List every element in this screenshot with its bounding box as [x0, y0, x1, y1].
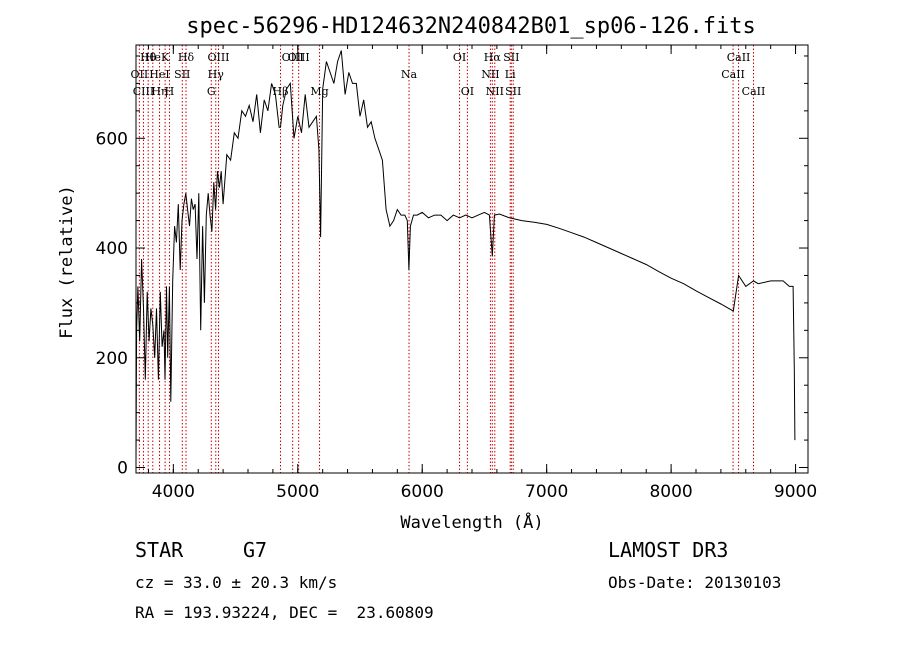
- y-tick-label: 600: [96, 129, 128, 149]
- spectral-line-label: OIII: [282, 51, 304, 64]
- spectral-line-label: K: [161, 51, 170, 64]
- spectral-line-label: OI: [461, 85, 474, 98]
- spectral-line-label: SII: [174, 68, 190, 81]
- spectral-line-label: He: [145, 51, 161, 64]
- x-axis-label: Wavelength (Å): [400, 511, 543, 533]
- x-tick-label: 7000: [525, 482, 568, 502]
- spectral-line-label: OIII: [207, 51, 229, 64]
- coords-text: RA = 193.93224, DEC = 23.60809: [135, 603, 434, 622]
- chart-title: spec-56296-HD124632N240842B01_sp06-126.f…: [186, 14, 756, 39]
- spectral-line-label: Hδ: [178, 51, 195, 64]
- obs-date-text: Obs-Date: 20130103: [608, 573, 782, 592]
- spectral-line-label: SII: [505, 85, 521, 98]
- spectral-line-label: CIII: [133, 85, 154, 98]
- survey-name: LAMOST DR3: [608, 538, 729, 562]
- object-class: STAR: [135, 538, 184, 562]
- object-subclass: G7: [243, 538, 268, 562]
- spectral-line-label: Hα: [484, 51, 502, 64]
- spectral-line-label: Hθ: [140, 51, 157, 64]
- y-tick-label: 0: [117, 459, 128, 479]
- y-tick-label: 400: [96, 239, 128, 259]
- spectral-line-label: NII: [481, 68, 499, 81]
- x-tick-label: 5000: [276, 482, 319, 502]
- spectral-line-label: Na: [401, 68, 418, 81]
- x-tick-label: 6000: [401, 482, 444, 502]
- spectral-line-label: CaII: [727, 51, 751, 64]
- redshift-text: cz = 33.0 ± 20.3 km/s: [135, 573, 338, 592]
- x-tick-label: 4000: [152, 482, 195, 502]
- spectral-line-label: OI: [453, 51, 466, 64]
- spectral-line-label: Li: [505, 68, 516, 81]
- spectral-line-label: HeI: [149, 68, 169, 81]
- spectral-line-label: NII: [486, 85, 504, 98]
- axis-ticks: 4000 5000 6000 7000 8000 9000 0 200 400 600: [96, 45, 817, 502]
- x-tick-label: 9000: [774, 482, 817, 502]
- spectral-line-label: Hβ: [273, 85, 289, 98]
- spectral-line-label: OIII: [288, 51, 310, 64]
- spectral-line-label: G: [207, 85, 216, 98]
- x-tick-label: 8000: [649, 482, 692, 502]
- spectral-line-label: Mg: [310, 85, 328, 98]
- spectral-line-label: CaII: [742, 85, 766, 98]
- y-axis-label: Flux (relative): [57, 185, 77, 339]
- spectral-line-label: CaII: [721, 68, 745, 81]
- spectrum-series: [135, 50, 796, 463]
- spectral-line-markers: [138, 45, 754, 473]
- spectral-line-label: H: [165, 85, 175, 98]
- spectral-line-label: OII: [131, 68, 149, 81]
- spectral-line-label: Hγ: [208, 68, 225, 81]
- y-tick-label: 200: [96, 349, 128, 369]
- plot-frame: [135, 44, 809, 474]
- spectral-line-label: SII: [503, 51, 519, 64]
- spectral-line-label: Hη: [151, 85, 167, 98]
